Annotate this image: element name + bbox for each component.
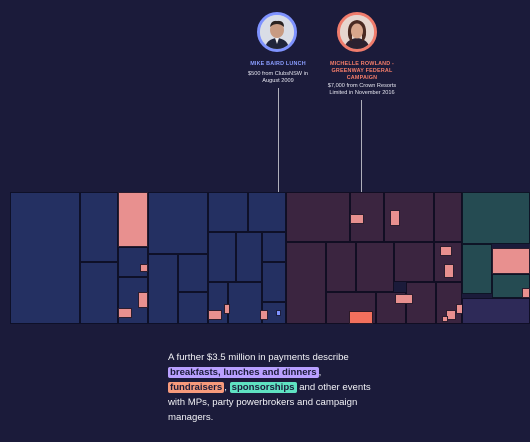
treemap-cell-highlight [492,248,530,274]
treemap-cell-highlight [440,246,452,256]
treemap-cell-highlight [118,308,132,318]
caption-intro: A further $3.5 million in payments descr… [168,352,349,363]
treemap-cell [462,298,530,324]
treemap-cell-highlight [350,214,364,224]
treemap-cell [178,292,208,324]
treemap-cell [286,192,350,242]
treemap-cell [148,192,208,254]
caption-separator: , [318,367,322,378]
treemap-cell [118,247,148,277]
treemap-cell [262,232,286,262]
treemap-cell-highlight [390,210,400,226]
treemap-cell [10,192,80,324]
highlight-sponsorships[interactable]: sponsorships [229,382,297,393]
callout-desc-baird: $500 from ClubsNSW in August 2009 [248,71,308,85]
treemap-cell [228,282,262,324]
treemap-cell-highlight [522,288,530,298]
treemap-cell [356,242,394,292]
treemap-cell-highlight [442,316,448,322]
treemap-cell [326,242,356,292]
treemap-cell [434,192,462,242]
treemap-cell [148,254,178,324]
payments-treemap [10,192,530,324]
treemap-cell [262,262,286,302]
treemap-cell [462,244,492,294]
caption-separator: , [224,382,227,393]
treemap-cell-highlight [208,310,222,320]
treemap-cell-highlight [138,292,148,308]
treemap-cell-highlight [446,310,456,320]
treemap-cell-baird [276,310,281,316]
callout-desc-rowland: $7,000 from Crown Resorts Limited in Nov… [327,83,397,97]
treemap-cell [178,254,208,292]
treemap-cell-highlight [260,310,268,320]
treemap-cell [286,242,326,324]
treemap-cell [80,262,118,324]
caption-outro: and other events with MPs, party powerbr… [168,382,371,423]
highlight-fundraisers[interactable]: fundraisers [168,382,225,393]
treemap-cell-highlight [224,304,230,314]
treemap-cell [492,274,530,298]
treemap-cell-rowland [349,311,373,324]
treemap-cell-highlight [444,264,454,278]
treemap-cell [208,232,236,282]
treemap-cell [462,192,530,244]
treemap-cell [236,232,262,282]
callout-title-baird: MIKE BAIRD LUNCH [250,61,306,67]
caption-text: A further $3.5 million in payments descr… [168,350,373,425]
treemap-cell [208,192,248,232]
mike-baird-avatar [257,12,297,52]
treemap-cell [248,192,286,232]
treemap-cell-highlight [140,264,148,272]
treemap-cell-highlight [395,294,413,304]
treemap-cell-highlight [118,192,148,247]
treemap-cell [80,192,118,262]
highlight-breakfasts[interactable]: breakfasts, lunches and dinners [168,367,319,378]
person-photo-icon [260,15,294,49]
treemap-cell [394,242,434,282]
callout-title-rowland: MICHELLE ROWLAND - GREENWAY FEDERAL CAMP… [329,61,395,81]
michelle-rowland-avatar [337,12,377,52]
person-photo-icon [340,15,374,49]
